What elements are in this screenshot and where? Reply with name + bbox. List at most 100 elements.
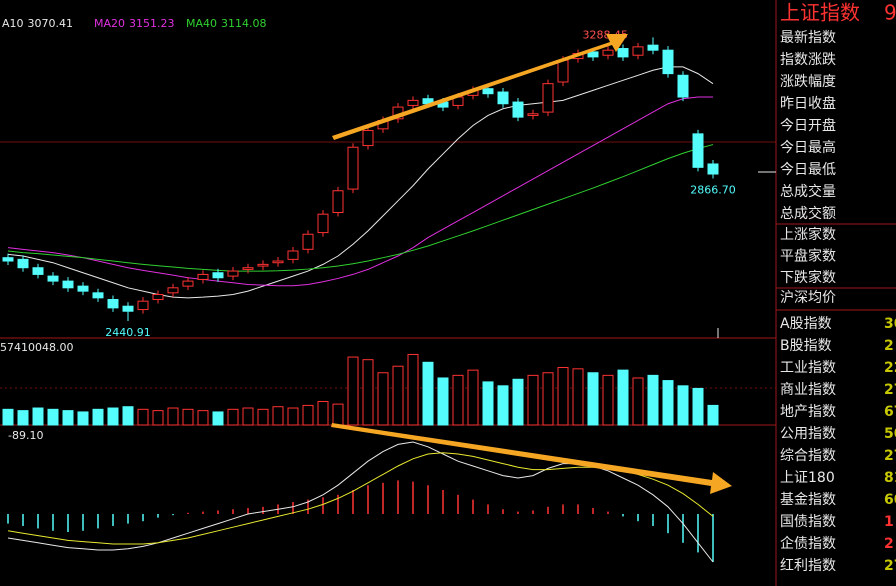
candle-body [617, 48, 629, 58]
index-label: 商业指数 [780, 382, 836, 398]
volume-bar [437, 377, 449, 426]
index-value: 30 [884, 316, 896, 332]
side-title-value: 9 [884, 1, 896, 25]
volume-bar [152, 410, 164, 426]
volume-bar [407, 353, 419, 426]
legend-value: 3070.41 [28, 17, 74, 30]
index-label: 上证180 [780, 470, 835, 486]
breadth-label: 上涨家数 [780, 226, 836, 243]
volume-bar [47, 408, 59, 426]
quote-label: 涨跌幅度 [780, 74, 836, 90]
volume-bar [452, 374, 464, 426]
volume-bar [572, 368, 584, 426]
index-label: 工业指数 [780, 360, 836, 376]
quote-label: 指数涨跌 [780, 52, 836, 68]
quote-label: 昨日收盘 [780, 95, 836, 112]
index-label: A股指数 [780, 316, 832, 332]
index-value: 50 [884, 426, 896, 442]
candle-body [347, 146, 359, 190]
price-annotation: 2866.70 [690, 183, 736, 196]
volume-bar [632, 377, 644, 426]
index-value: 1 [884, 514, 894, 530]
volume-bar [617, 369, 629, 426]
candle-body [17, 258, 29, 269]
candle-body [557, 59, 569, 83]
volume-bar [137, 408, 149, 426]
breadth-label: 下跌家数 [780, 269, 836, 286]
volume-bar [242, 407, 254, 426]
volume-bar [542, 372, 554, 426]
candle-body [302, 233, 314, 250]
candle-body [212, 272, 224, 279]
legend-value: 3114.08 [221, 17, 267, 30]
volume-bar [677, 385, 689, 426]
candle-body [152, 293, 164, 301]
index-value: 27 [884, 382, 896, 398]
volume-tick-label: 57410048.00 [0, 341, 73, 354]
candle-body [2, 257, 14, 262]
candle-body [62, 280, 74, 289]
volume-bar [512, 378, 524, 426]
trend-arrow-up [332, 34, 628, 140]
macd-label: -89.10 [8, 429, 43, 442]
trend-arrow-down [331, 423, 732, 494]
legend-name: MA20 [94, 17, 125, 30]
candle-body [362, 130, 374, 147]
price-annotation: 2440.91 [105, 326, 151, 339]
index-value: 27 [884, 558, 896, 574]
candle-body [227, 270, 239, 277]
volume-bar [647, 374, 659, 426]
volume-bar [212, 411, 224, 426]
volume-bar [272, 406, 284, 426]
legend-name: MA40 [186, 17, 217, 30]
candle-body [47, 275, 59, 282]
index-value: 81 [884, 470, 896, 486]
index-label: 基金指数 [780, 491, 836, 508]
index-value: 67 [884, 404, 896, 420]
candle-body [287, 250, 299, 260]
volume-bar [182, 408, 194, 426]
index-label: 红利指数 [780, 558, 836, 574]
candle-body [497, 91, 509, 105]
candle-body [482, 88, 494, 95]
volume-bar [92, 408, 104, 426]
volume-bar [362, 359, 374, 426]
candle-body [107, 299, 119, 309]
candle-body [167, 287, 179, 294]
volume-bar [467, 369, 479, 426]
candle-body [122, 305, 134, 312]
legend-name: A10 [2, 17, 24, 30]
volume-bar [17, 410, 29, 426]
volume-bar [602, 374, 614, 426]
volume-bar [167, 407, 179, 426]
index-label: 企债指数 [780, 535, 836, 552]
candle-body [182, 280, 194, 287]
ma-line [7, 66, 714, 299]
volume-bar [257, 408, 269, 426]
quote-label: 今日最低 [780, 162, 836, 178]
index-label: 综合指数 [780, 448, 836, 464]
volume-bar [587, 372, 599, 426]
candle-body [137, 300, 149, 311]
index-value: 27 [884, 448, 896, 464]
volume-bar [122, 406, 134, 426]
volume-bar [287, 407, 299, 426]
candle-body [602, 49, 614, 56]
candle-body [707, 163, 719, 175]
volume-bar [377, 372, 389, 426]
index-value: 2 [884, 338, 894, 354]
candle-body [647, 44, 659, 51]
index-value: 22 [884, 360, 896, 376]
volume-bar [557, 367, 569, 426]
volume-bar [422, 361, 434, 426]
volume-bar [2, 408, 14, 426]
quote-label: 最新指数 [780, 30, 836, 46]
index-label: B股指数 [780, 338, 832, 354]
candle-body [407, 99, 419, 106]
volume-bar [317, 400, 329, 426]
index-label: 地产指数 [780, 404, 836, 420]
volume-bar [662, 380, 674, 426]
volume-bar [692, 387, 704, 426]
volume-bar [707, 404, 719, 426]
